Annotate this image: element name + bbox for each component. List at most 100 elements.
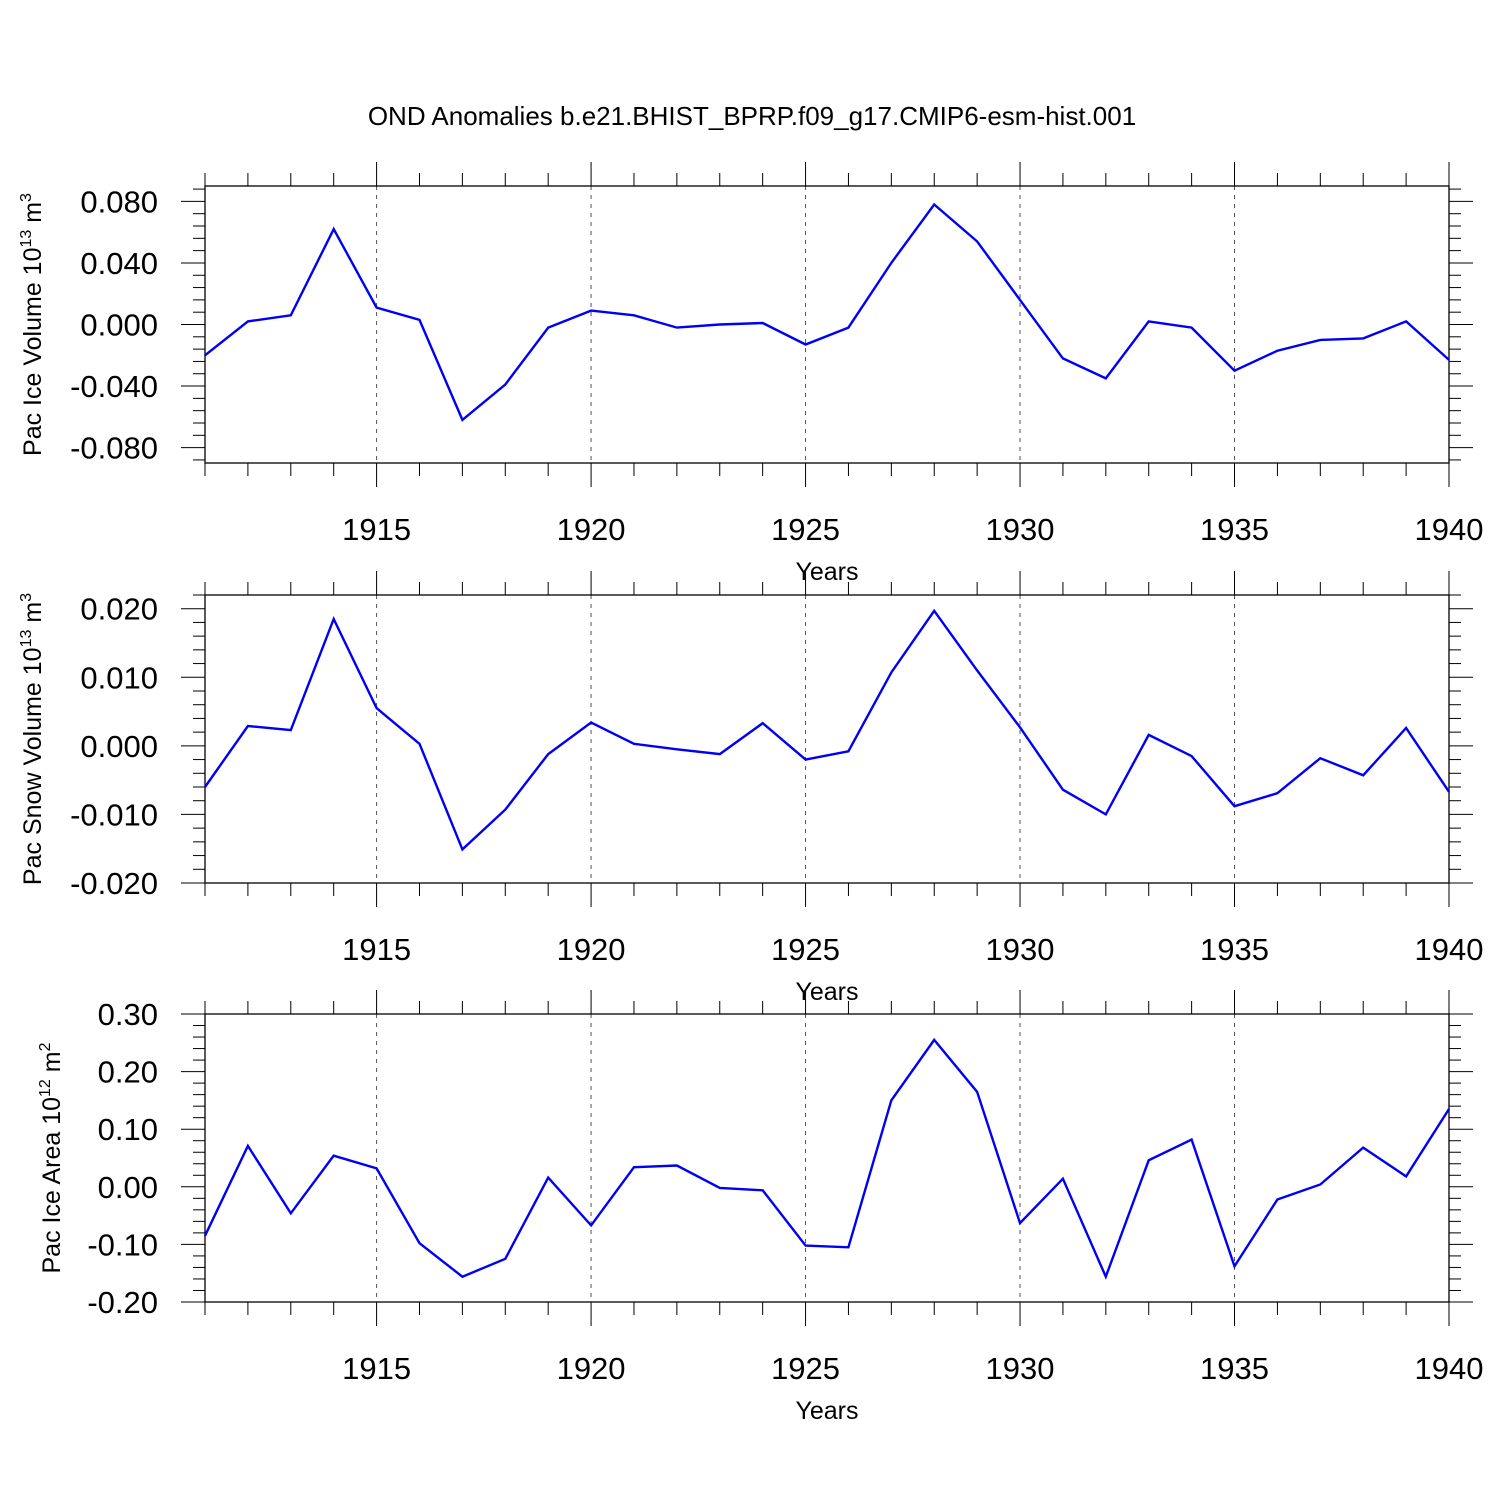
data-point-1918 — [504, 1258, 507, 1260]
data-point-1939 — [1405, 727, 1407, 729]
x-tick-label: 1920 — [557, 932, 626, 967]
x-axis-label: Years — [795, 1397, 858, 1425]
data-point-1935 — [1233, 1265, 1236, 1268]
data-point-1940 — [1448, 791, 1450, 793]
data-point-1936 — [1276, 792, 1279, 794]
panel-3: -0.20 -0.10 0.00 0.10 0.20 0.30 1915 1920 1925 19… — [37, 990, 1483, 1425]
data-point-1938 — [1362, 337, 1365, 340]
x-tick-label: 1915 — [342, 932, 411, 967]
y-tick-label: 0.30 — [98, 997, 158, 1032]
data-point-1912 — [247, 725, 249, 727]
y-tick-label: 0.20 — [98, 1055, 158, 1090]
data-point-1914 — [332, 228, 335, 230]
data-point-1913 — [289, 1212, 292, 1215]
data-point-1935 — [1233, 369, 1236, 372]
data-point-1919 — [547, 326, 549, 329]
y-tick-label: -0.020 — [70, 866, 158, 901]
data-point-1921 — [633, 743, 635, 745]
data-point-1919 — [547, 753, 549, 755]
data-point-1916 — [418, 743, 421, 745]
data-point-1937 — [1319, 1183, 1322, 1186]
data-point-1938 — [1362, 774, 1365, 777]
data-point-1929 — [976, 240, 978, 243]
plot-frame — [204, 594, 1450, 884]
panel-2: -0.020 -0.010 0.000 0.010 0.020 1915 1920 1925 1… — [18, 571, 1483, 1006]
data-point-1913 — [289, 729, 292, 731]
x-tick-label: 1935 — [1200, 1351, 1269, 1386]
data-point-1937 — [1319, 757, 1322, 759]
data-point-1914 — [332, 618, 335, 620]
x-tick-label: 1930 — [986, 512, 1055, 547]
data-point-1920 — [590, 721, 592, 724]
data-point-1926 — [847, 1246, 850, 1249]
data-point-1931 — [1062, 1177, 1064, 1180]
y-axis-label-unit: m — [19, 202, 47, 230]
y-tick-label: 0.000 — [80, 308, 158, 343]
plot-frame — [204, 1013, 1450, 1303]
x-tick-label: 1925 — [771, 512, 840, 547]
y-axis-label-exponent: 13 — [18, 630, 35, 648]
data-point-1921 — [633, 1166, 635, 1169]
y-tick-label: -0.010 — [70, 797, 158, 832]
data-point-1922 — [676, 326, 678, 329]
data-point-1915 — [375, 1167, 378, 1170]
data-point-1927 — [890, 1099, 893, 1102]
y-tick-label: 0.10 — [98, 1112, 158, 1147]
y-tick-label: 0.080 — [80, 184, 158, 219]
data-point-1928 — [933, 203, 936, 206]
data-point-1939 — [1405, 320, 1407, 323]
data-point-1934 — [1190, 326, 1193, 329]
series-line — [203, 1037, 1451, 1280]
y-axis-label-unit: m — [38, 1051, 66, 1079]
data-point-1932 — [1105, 813, 1107, 816]
data-point-1931 — [1062, 357, 1064, 360]
data-point-1940 — [1448, 359, 1450, 361]
data-point-1935 — [1233, 805, 1236, 807]
data-point-1918 — [504, 808, 507, 811]
data-point-1923 — [718, 753, 721, 755]
y-axis-label-unit-exponent: 2 — [37, 1042, 54, 1051]
x-tick-label: 1930 — [986, 932, 1055, 967]
data-point-1933 — [1147, 320, 1150, 323]
y-axis-label: Pac Snow Volume 1013 m3 — [18, 593, 47, 885]
data-point-1932 — [1105, 1275, 1107, 1278]
y-axis-label-exponent: 13 — [18, 230, 35, 248]
y-tick-label: 0.000 — [80, 729, 158, 764]
panels-group: -0.080 -0.040 0.000 0.040 0.080 1915 1920 1925 1… — [18, 162, 1483, 1425]
data-point-1931 — [1062, 788, 1064, 791]
y-axis-label-base: Pac Snow Volume 10 — [19, 647, 47, 885]
data-point-1921 — [633, 314, 635, 317]
y-axis-label-unit: m — [19, 602, 47, 630]
data-point-1917 — [461, 848, 464, 851]
data-point-1924 — [761, 322, 764, 324]
y-axis-label-exponent: 12 — [37, 1079, 54, 1097]
data-point-1915 — [375, 707, 378, 709]
data-point-1915 — [375, 306, 378, 309]
y-tick-label: 0.020 — [80, 592, 158, 627]
x-axis-label: Years — [795, 558, 858, 586]
x-tick-label: 1930 — [986, 1351, 1055, 1386]
plot-frame — [204, 185, 1450, 464]
data-point-1925 — [804, 758, 807, 761]
data-point-1912 — [247, 1145, 249, 1147]
x-tick-label: 1925 — [771, 932, 840, 967]
data-point-1928 — [933, 1039, 936, 1041]
data-point-1927 — [890, 262, 893, 264]
data-point-1927 — [890, 671, 893, 674]
data-point-1929 — [976, 669, 978, 672]
x-tick-label: 1925 — [771, 1351, 840, 1386]
x-tick-label: 1935 — [1200, 932, 1269, 967]
figure-title: OND Anomalies b.e21.BHIST_BPRP.f09_g17.C… — [368, 101, 1136, 131]
data-point-1918 — [504, 383, 507, 386]
x-axis-label: Years — [795, 978, 858, 1006]
y-tick-label: -0.20 — [87, 1285, 158, 1320]
data-point-1920 — [590, 1224, 592, 1227]
data-point-1916 — [418, 1242, 421, 1245]
data-point-1911 — [204, 354, 206, 357]
data-point-1924 — [761, 1189, 764, 1192]
data-point-1919 — [547, 1176, 549, 1179]
data-point-1933 — [1147, 734, 1150, 736]
data-point-1940 — [1448, 1108, 1450, 1110]
y-tick-label: -0.080 — [70, 431, 158, 466]
data-point-1932 — [1105, 377, 1107, 380]
